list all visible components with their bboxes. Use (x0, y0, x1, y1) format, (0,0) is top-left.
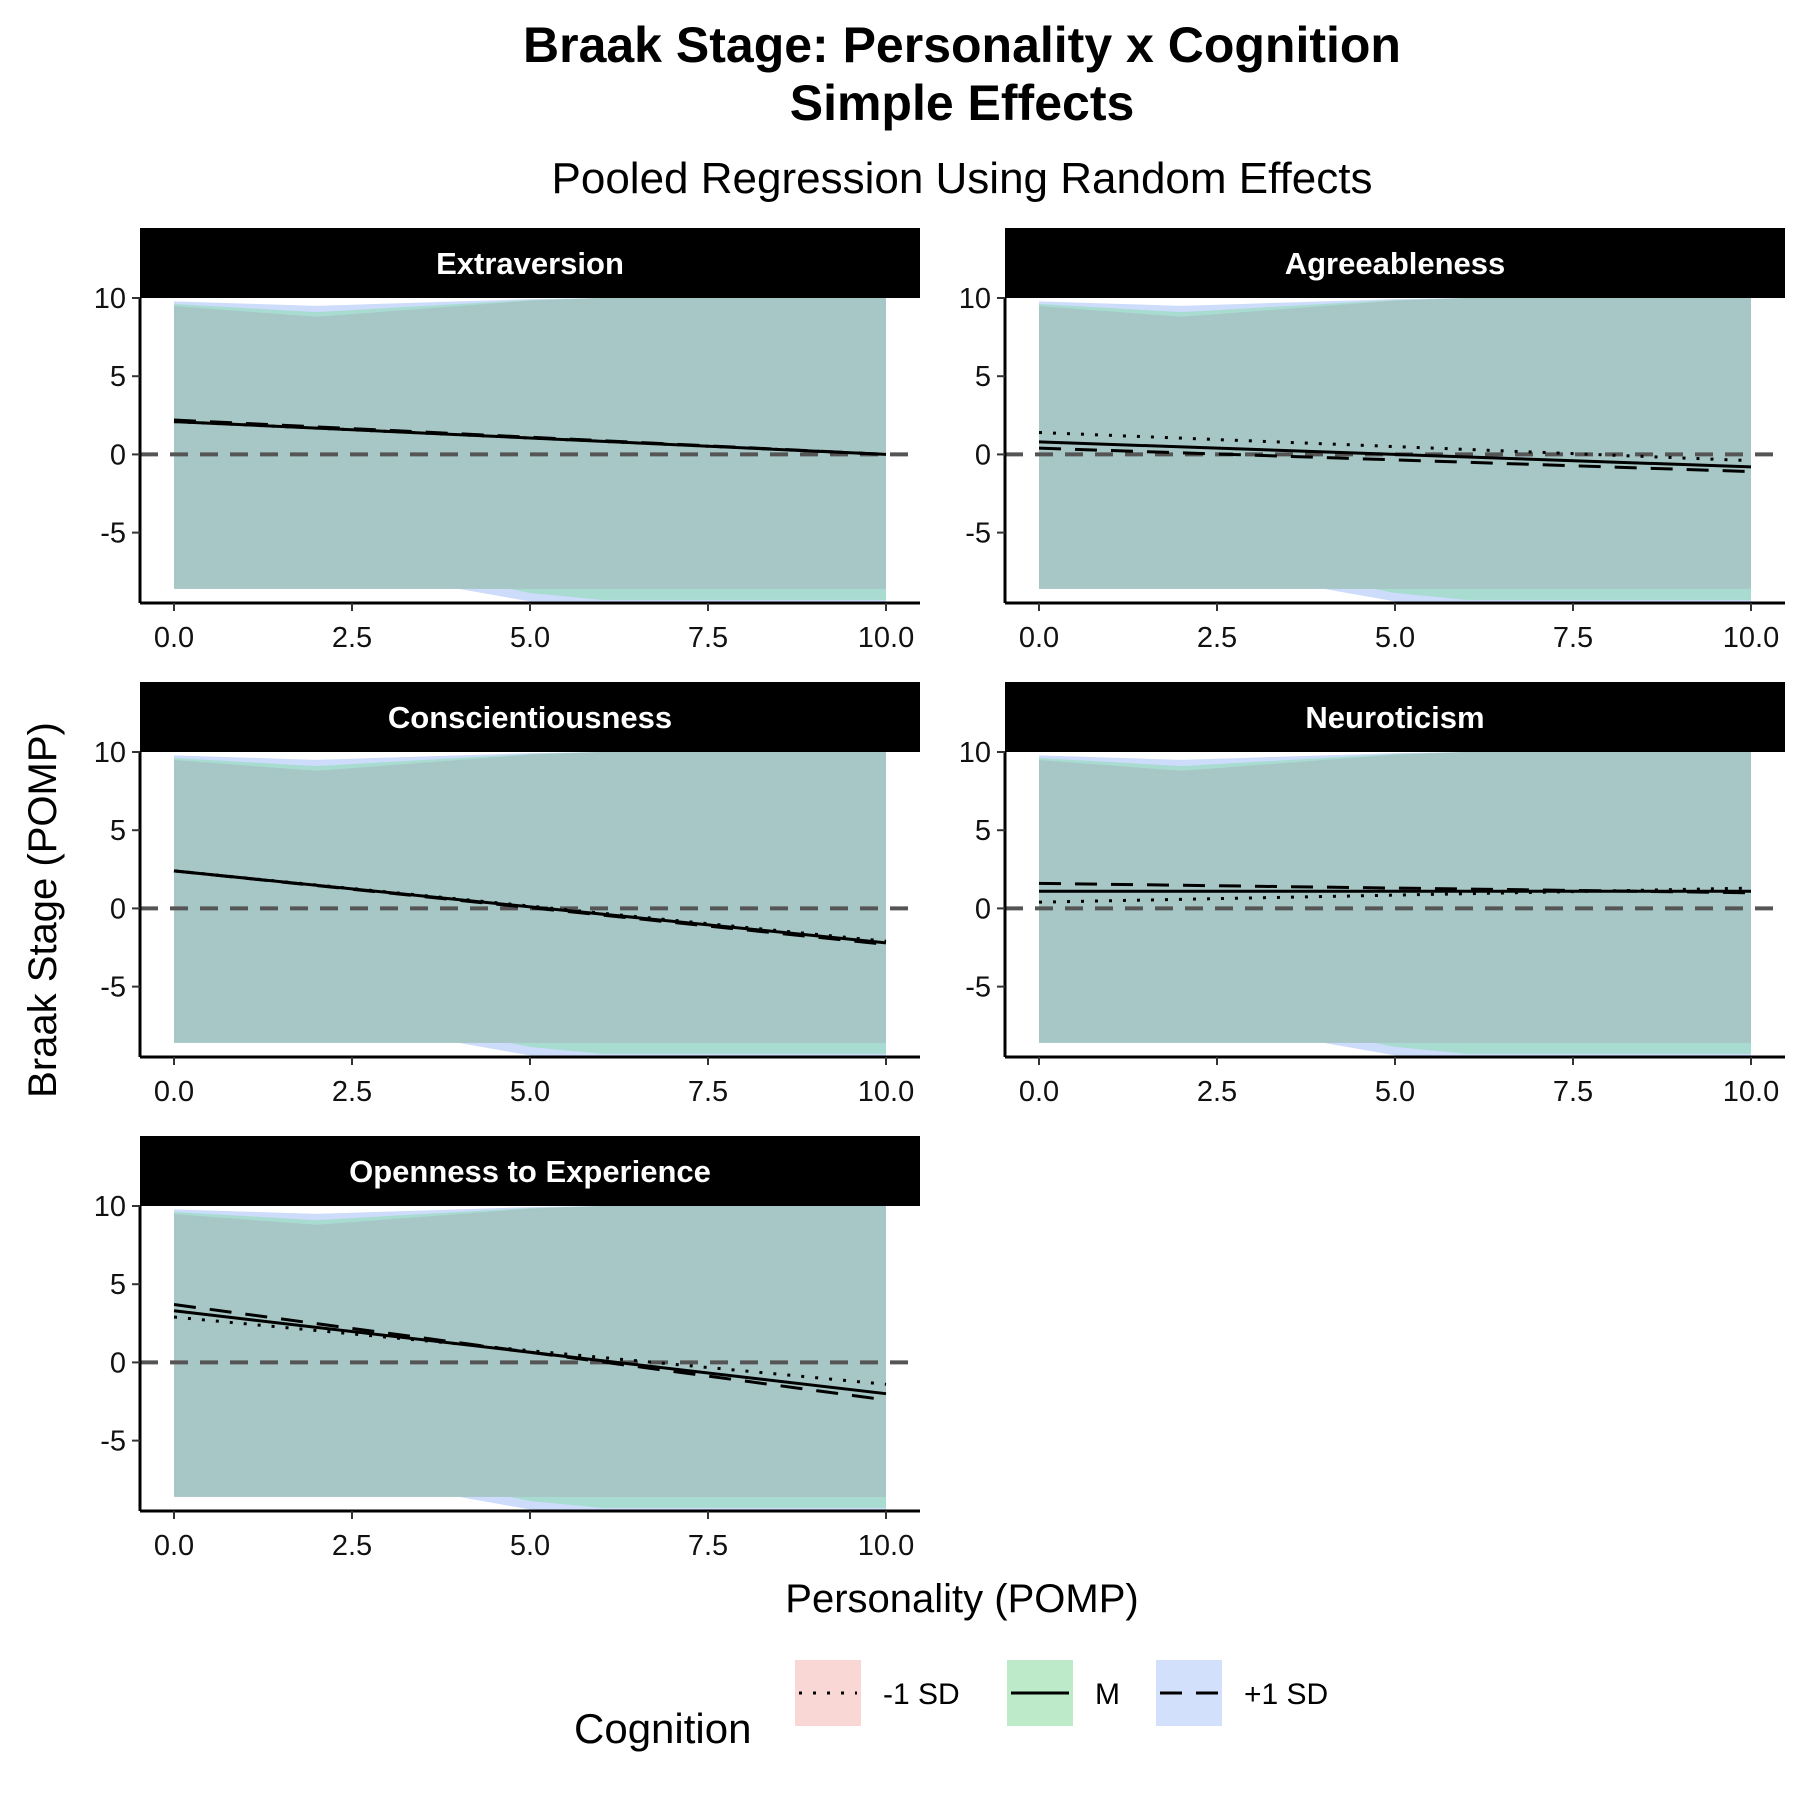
y-tick-label: 0 (975, 439, 991, 471)
x-tick-label: 7.5 (688, 1076, 728, 1108)
legend-label: -1 SD (883, 1678, 960, 1711)
facet-strip (140, 228, 920, 298)
x-tick-label: 10.0 (858, 622, 914, 654)
series-line-1sd (173, 1303, 887, 1402)
x-tick-label: 5.0 (510, 1530, 550, 1562)
x-tick-label: 7.5 (1553, 622, 1593, 654)
x-tick-label: 2.5 (332, 1530, 372, 1562)
plot-area (1005, 298, 1785, 603)
x-tick-label: 7.5 (1553, 1076, 1593, 1108)
x-tick-label: 10.0 (1723, 1076, 1779, 1108)
y-tick-label: -5 (965, 972, 991, 1004)
chart-subtitle: Pooled Regression Using Random Effects (552, 154, 1373, 203)
chart-title-line-2: Simple Effects (790, 75, 1135, 131)
plot-area (140, 1206, 920, 1511)
y-tick-label: 0 (110, 439, 126, 471)
facet-strip-label: Conscientiousness (388, 700, 672, 735)
legend-entry-2: M (1007, 1660, 1120, 1726)
chart-title-line-1: Braak Stage: Personality x Cognition (523, 17, 1401, 73)
facet-panel-conscientiousness: Conscientiousness 10 5 0 -5 0.0 2.5 5.0 7.5 10.0 (94, 682, 920, 1108)
facet-strip (1005, 682, 1785, 752)
facet-panel-openness-to-experience: Openness to Experience 10 5 0 -5 0.0 2.5 5.0 7.5… (94, 1136, 920, 1562)
series-line-m (1038, 440, 1752, 469)
legend-label: +1 SD (1244, 1678, 1328, 1711)
series-line-1sd (173, 418, 887, 456)
legend-entry-1: -1 SD (795, 1660, 960, 1726)
facet-strip-label: Agreeableness (1285, 246, 1506, 281)
y-tick-label: 0 (110, 1347, 126, 1379)
x-tick-label: 0.0 (1019, 1076, 1059, 1108)
plot-area (1005, 752, 1785, 1057)
y-tick-label: 5 (975, 361, 991, 393)
facet-strip-label: Extraversion (436, 246, 624, 281)
x-tick-label: 7.5 (688, 1530, 728, 1562)
y-tick-label: -5 (100, 518, 126, 550)
y-axis-title: Braak Stage (POMP) (21, 722, 65, 1098)
facet-strip-label: Openness to Experience (349, 1154, 711, 1189)
series-line-1sd (173, 869, 887, 946)
x-tick-label: 0.0 (154, 1530, 194, 1562)
legend: Cognition -1 SD M +1 SD (574, 1660, 1328, 1752)
facet-strip (1005, 228, 1785, 298)
facet-strip (140, 1136, 920, 1206)
plot-area (140, 298, 920, 603)
y-tick-label: 5 (110, 1269, 126, 1301)
facet-panel-agreeableness: Agreeableness 10 5 0 -5 0.0 2.5 5.0 7.5 10.0 (959, 228, 1785, 654)
y-tick-label: 0 (975, 893, 991, 925)
facet-panel-neuroticism: Neuroticism 10 5 0 -5 0.0 2.5 5.0 7.5 10.0 (959, 682, 1785, 1108)
series-line-1sd (1038, 446, 1752, 474)
y-tick-label: -5 (100, 1426, 126, 1458)
facet-strip-label: Neuroticism (1305, 700, 1484, 735)
plot-area (140, 752, 920, 1057)
y-tick-label: -5 (965, 518, 991, 550)
x-tick-label: 10.0 (1723, 622, 1779, 654)
x-tick-label: 5.0 (1375, 1076, 1415, 1108)
legend-entry-3: +1 SD (1156, 1660, 1328, 1726)
legend-title: Cognition (574, 1705, 751, 1752)
y-tick-label: 5 (110, 815, 126, 847)
y-tick-label: 0 (110, 893, 126, 925)
x-tick-label: 10.0 (858, 1530, 914, 1562)
y-tick-label: 10 (94, 1191, 126, 1223)
series-line-1sd (1038, 881, 1752, 895)
y-tick-label: 5 (975, 815, 991, 847)
x-tick-label: 10.0 (858, 1076, 914, 1108)
y-tick-label: 10 (959, 737, 991, 769)
y-tick-label: 10 (94, 737, 126, 769)
x-tick-label: 2.5 (1197, 1076, 1237, 1108)
facet-panel-extraversion: Extraversion 10 5 0 -5 0.0 2.5 5.0 7.5 10.0 (94, 228, 920, 654)
x-tick-label: 7.5 (688, 622, 728, 654)
x-tick-label: 5.0 (510, 1076, 550, 1108)
y-tick-label: 10 (959, 283, 991, 315)
x-tick-label: 0.0 (154, 1076, 194, 1108)
legend-label: M (1095, 1678, 1120, 1711)
y-tick-label: 10 (94, 283, 126, 315)
x-tick-label: 2.5 (332, 622, 372, 654)
facet-strip (140, 682, 920, 752)
x-tick-label: 0.0 (1019, 622, 1059, 654)
x-tick-label: 5.0 (1375, 622, 1415, 654)
x-tick-label: 5.0 (510, 622, 550, 654)
y-tick-label: 5 (110, 361, 126, 393)
series-line-m (173, 1309, 887, 1396)
x-tick-label: 2.5 (332, 1076, 372, 1108)
x-tick-label: 2.5 (1197, 622, 1237, 654)
x-axis-title: Personality (POMP) (785, 1577, 1138, 1621)
x-tick-label: 0.0 (154, 622, 194, 654)
y-tick-label: -5 (100, 972, 126, 1004)
